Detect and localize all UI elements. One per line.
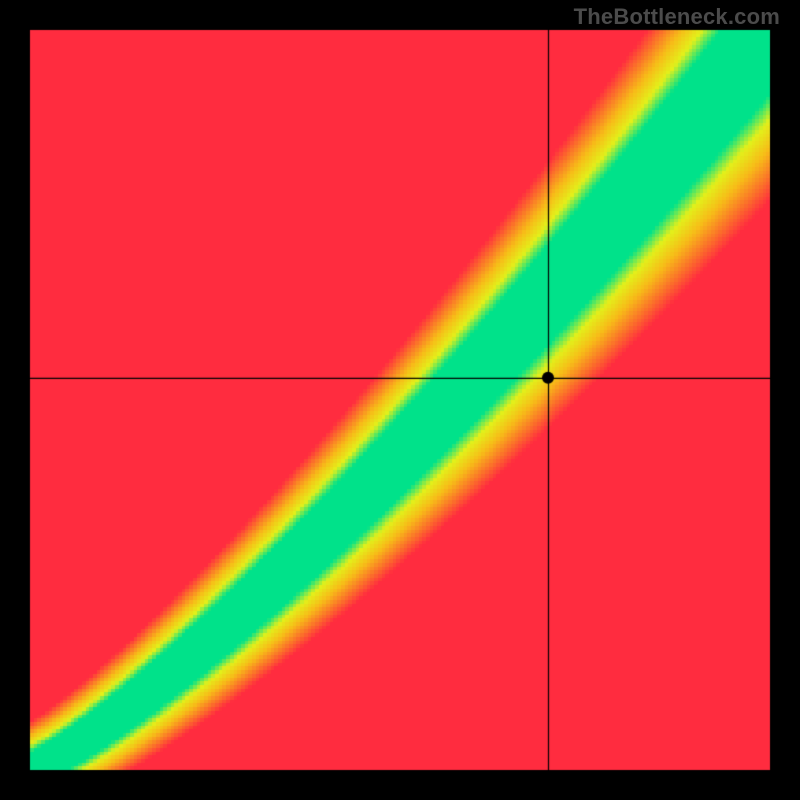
watermark-text: TheBottleneck.com (574, 4, 780, 30)
bottleneck-heatmap-chart (0, 0, 800, 800)
